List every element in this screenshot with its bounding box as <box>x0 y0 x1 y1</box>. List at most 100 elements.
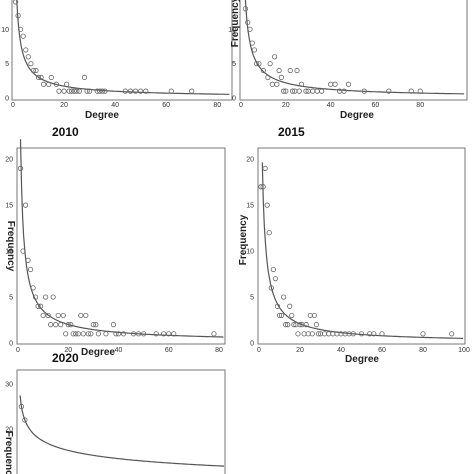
fit-curve <box>16 0 230 95</box>
y-tick-label: 5 <box>9 295 13 302</box>
data-point <box>272 276 278 282</box>
data-point <box>274 81 280 87</box>
data-point <box>283 322 289 328</box>
y-tick-label: 0 <box>9 341 13 348</box>
data-point <box>303 322 309 328</box>
x-tick-label: 40 <box>111 102 119 109</box>
y-tick-label: 5 <box>5 61 9 68</box>
data-point <box>153 331 159 337</box>
data-point <box>60 312 66 319</box>
data-point <box>65 322 71 328</box>
data-point <box>247 26 253 32</box>
panel-title-2010: 2010 <box>52 125 79 139</box>
data-point <box>171 331 177 337</box>
data-point <box>345 81 352 87</box>
data-point <box>99 88 105 94</box>
data-point <box>361 88 367 94</box>
x-tick-label: 100 <box>458 347 470 354</box>
data-point <box>135 331 142 337</box>
data-point <box>417 88 423 94</box>
data-point <box>38 74 44 81</box>
y-tick-label: 5 <box>250 295 254 302</box>
data-point <box>265 74 271 81</box>
data-point <box>27 266 34 273</box>
data-point <box>350 331 356 337</box>
data-point <box>64 81 70 87</box>
data-point <box>242 6 249 12</box>
data-point <box>274 303 281 309</box>
data-point <box>327 81 334 87</box>
data-point <box>294 67 300 74</box>
data-point <box>120 331 127 337</box>
x-tick-label: 20 <box>60 102 68 109</box>
y-tick-label: 0 <box>250 341 254 348</box>
data-point <box>269 81 275 87</box>
x-tick-label: 0 <box>257 347 261 354</box>
data-point <box>168 88 174 94</box>
data-point <box>20 33 26 39</box>
data-point <box>287 303 293 309</box>
data-point <box>289 312 295 319</box>
data-point <box>30 285 36 291</box>
fit-curve <box>19 395 224 467</box>
fit-curve <box>244 0 465 95</box>
data-point <box>23 47 29 53</box>
data-point <box>20 248 26 254</box>
x-tick-label: 0 <box>16 347 20 354</box>
data-point <box>276 67 282 74</box>
data-point <box>53 81 60 87</box>
data-point <box>276 312 283 319</box>
data-point <box>84 88 90 94</box>
data-point <box>35 303 41 309</box>
data-point <box>266 230 272 236</box>
panel-title-2020: 2020 <box>52 351 79 365</box>
data-point <box>81 74 88 81</box>
data-point <box>12 0 19 5</box>
data-point <box>33 67 39 74</box>
data-point <box>63 331 69 337</box>
data-point <box>56 88 62 94</box>
x-axis-label-top-right: Degree <box>340 110 374 121</box>
data-point <box>297 322 303 328</box>
data-point <box>245 19 251 26</box>
data-point <box>97 88 103 94</box>
y-tick-label: 10 <box>5 249 13 256</box>
data-point <box>48 74 54 81</box>
panel-title-2015: 2015 <box>278 125 305 139</box>
y-tick-label: 0 <box>232 96 236 103</box>
fit-curve <box>19 139 224 338</box>
data-point <box>76 88 82 94</box>
data-point <box>341 88 347 94</box>
data-point <box>258 184 264 190</box>
data-point <box>73 331 79 337</box>
data-point <box>449 331 455 337</box>
data-point <box>260 184 266 190</box>
data-point <box>130 331 137 337</box>
data-point <box>90 322 96 328</box>
data-point <box>211 331 217 337</box>
data-point <box>85 331 91 337</box>
data-point <box>38 303 44 309</box>
data-point <box>22 202 29 208</box>
data-point <box>285 322 291 328</box>
data-point <box>298 81 305 87</box>
data-point <box>71 88 77 94</box>
data-point <box>278 312 285 319</box>
data-point <box>122 88 128 94</box>
data-point <box>46 81 52 87</box>
y-tick-label: 10 <box>1 27 9 34</box>
y-tick-label: 10 <box>228 27 236 34</box>
data-point <box>267 61 273 67</box>
data-point <box>25 257 31 263</box>
data-point <box>95 331 101 337</box>
data-point <box>94 88 100 94</box>
data-point <box>189 88 195 94</box>
data-point <box>78 312 84 319</box>
data-point <box>166 331 172 337</box>
data-point <box>296 88 302 94</box>
data-point <box>103 331 109 337</box>
data-point <box>22 417 28 423</box>
data-point <box>278 74 284 81</box>
data-point <box>262 165 268 171</box>
